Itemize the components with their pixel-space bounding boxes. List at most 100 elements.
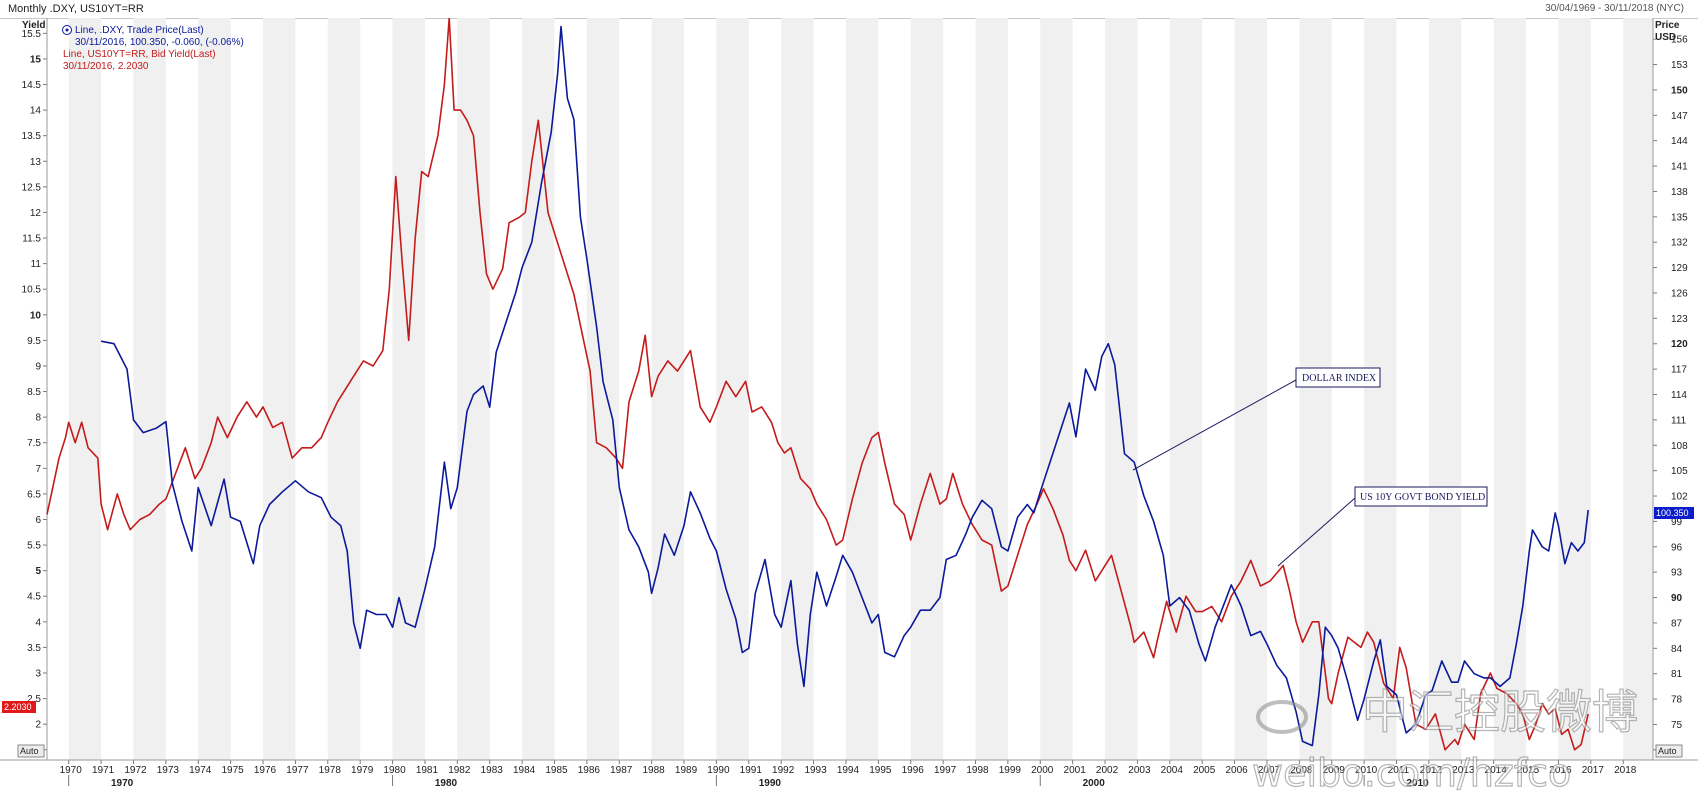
- right-tick-label: 144: [1671, 136, 1688, 147]
- chart-title: Monthly .DXY, US10YT=RR: [8, 3, 144, 15]
- x-year-label: 1999: [999, 765, 1022, 776]
- yield-series-line[interactable]: [46, 18, 1589, 751]
- x-year-label: 2000: [1031, 765, 1054, 776]
- right-tick-label: 75: [1671, 720, 1683, 731]
- yield-last-badge-bg: [2, 701, 36, 713]
- bond-yield-annotation[interactable]: US 10Y GOVT BOND YIELD: [1277, 486, 1488, 567]
- x-year-label: 1972: [124, 765, 147, 776]
- x-year-label: 1978: [319, 765, 342, 776]
- x-year-label: 2008: [1290, 765, 1313, 776]
- legend: Line, .DXY, Trade Price(Last) 30/11/2016…: [62, 25, 244, 72]
- x-year-label: 2013: [1452, 765, 1475, 776]
- left-tick-label: 11: [31, 259, 42, 270]
- left-tick-label: 14.5: [22, 80, 42, 91]
- year-band: [1169, 18, 1203, 760]
- year-bands: [68, 18, 1653, 760]
- right-tick-label: 156: [1671, 35, 1688, 46]
- x-year-label: 1982: [448, 765, 471, 776]
- x-year-label: 2012: [1420, 765, 1443, 776]
- year-band: [1428, 18, 1462, 760]
- right-tick-label: 105: [1671, 466, 1688, 477]
- dxy-last-badge: 100.350: [1654, 507, 1694, 519]
- x-year-label: 2011: [1388, 765, 1410, 776]
- auto-scale-right-button[interactable]: Auto: [1655, 744, 1683, 758]
- right-tick-label: 126: [1671, 288, 1688, 299]
- left-tick-label: 13.5: [22, 131, 42, 142]
- x-year-label: 1975: [222, 765, 245, 776]
- chart-header-bar: Monthly .DXY, US10YT=RR 30/04/1969 - 30/…: [0, 0, 1698, 19]
- auto-left-label: Auto: [20, 746, 39, 756]
- x-year-label: 2017: [1582, 765, 1605, 776]
- x-year-label: 1990: [707, 765, 730, 776]
- x-year-label: 2007: [1258, 765, 1281, 776]
- right-tick-label: 102: [1671, 492, 1688, 503]
- x-year-label: 1976: [254, 765, 277, 776]
- decade-label: 1970: [111, 778, 134, 789]
- dollar-index-leader-line: [1132, 379, 1297, 471]
- bond-yield-label: US 10Y GOVT BOND YIELD: [1360, 492, 1485, 503]
- x-year-label: 1987: [610, 765, 633, 776]
- right-tick-label: 78: [1671, 695, 1683, 706]
- left-tick-label: 9: [35, 361, 41, 372]
- year-band: [1040, 18, 1073, 760]
- left-tick-label: 11.5: [22, 234, 41, 245]
- dxy-series-line[interactable]: [100, 25, 1589, 747]
- legend-yield-name[interactable]: Line, US10YT=RR, Bid Yield(Last): [63, 49, 216, 60]
- date-range-label[interactable]: 30/04/1969 - 30/11/2018 (NYC): [1545, 3, 1684, 14]
- left-yield-axis: 1.522.533.544.555.566.577.588.599.51010.…: [22, 29, 47, 756]
- chart-canvas[interactable]: 1.522.533.544.555.566.577.588.599.51010.…: [0, 18, 1698, 800]
- right-tick-label: 96: [1671, 542, 1683, 553]
- x-year-label: 2003: [1128, 765, 1151, 776]
- right-tick-label: 111: [1671, 415, 1687, 426]
- year-band: [1364, 18, 1397, 760]
- x-year-label: 2006: [1225, 765, 1248, 776]
- x-year-label: 1984: [513, 765, 536, 776]
- left-tick-label: 5: [35, 566, 41, 577]
- x-year-label: 1970: [60, 765, 83, 776]
- legend-dxy-name[interactable]: Line, .DXY, Trade Price(Last): [75, 25, 204, 36]
- left-tick-label: 2.5: [27, 694, 41, 705]
- year-band: [1234, 18, 1267, 760]
- x-year-label: 1971: [92, 765, 115, 776]
- weibo-logo-icon: [1256, 700, 1308, 734]
- weibo-watermark: 中汇控股微博 weibo.com/hzfco: [1251, 684, 1638, 795]
- right-tick-label: 153: [1671, 60, 1688, 71]
- year-band: [1493, 18, 1527, 760]
- year-band: [975, 18, 1008, 760]
- left-tick-label: 8.5: [27, 387, 41, 398]
- left-tick-label: 12: [30, 208, 42, 219]
- legend-target-icon-dot: [65, 28, 69, 32]
- year-band: [651, 18, 685, 760]
- right-axis-title-price: Price: [1655, 20, 1680, 31]
- auto-scale-left-button[interactable]: Auto: [17, 744, 45, 758]
- x-year-label: 1997: [934, 765, 957, 776]
- x-year-label: 2018: [1614, 765, 1637, 776]
- left-tick-label: 2: [35, 720, 41, 731]
- x-year-label: 2004: [1161, 765, 1184, 776]
- right-tick-label: 108: [1671, 441, 1688, 452]
- year-band: [68, 18, 102, 760]
- right-tick-label: 120: [1671, 339, 1688, 350]
- left-tick-label: 13: [30, 157, 42, 168]
- year-band: [198, 18, 231, 760]
- watermark-cn: 中汇控股微博: [1362, 685, 1638, 739]
- year-band: [1105, 18, 1138, 760]
- left-tick-label: 6.5: [27, 489, 41, 500]
- right-tick-label: 135: [1671, 212, 1688, 223]
- auto-right-label: Auto: [1658, 746, 1677, 756]
- x-year-label: 1986: [578, 765, 601, 776]
- left-tick-label: 10: [30, 310, 42, 321]
- decade-label: 1990: [759, 778, 782, 789]
- dollar-index-annotation[interactable]: DOLLAR INDEX: [1132, 367, 1381, 471]
- left-tick-label: 8: [35, 413, 41, 424]
- x-year-label: 1979: [351, 765, 374, 776]
- decade-label: 2000: [1083, 778, 1106, 789]
- year-band: [327, 18, 361, 760]
- left-tick-label: 6: [35, 515, 41, 526]
- left-tick-label: 15.5: [22, 29, 42, 40]
- decade-label: 1980: [435, 778, 458, 789]
- x-year-label: 1988: [643, 765, 666, 776]
- year-band: [910, 18, 944, 760]
- left-tick-label: 3: [35, 669, 41, 680]
- right-tick-label: 147: [1671, 111, 1688, 122]
